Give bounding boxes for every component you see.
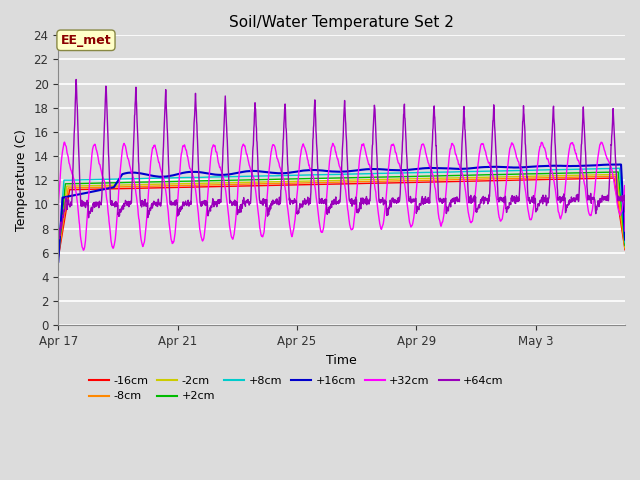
-2cm [604,172,612,178]
+16cm [604,162,612,168]
-8cm [605,173,612,179]
+8cm [621,240,629,246]
+64cm [54,238,62,243]
+64cm [330,196,338,202]
+32cm [605,159,612,165]
+2cm [54,252,62,257]
+8cm [83,177,91,182]
-2cm [621,244,629,250]
+64cm [316,195,323,201]
-16cm [610,175,618,181]
+8cm [604,166,612,171]
+2cm [621,242,629,248]
Line: +8cm: +8cm [58,168,625,252]
+64cm [72,77,80,83]
+2cm [604,169,612,175]
-8cm [54,254,62,260]
+2cm [605,169,612,175]
+16cm [605,162,612,168]
Line: +2cm: +2cm [58,172,625,254]
+32cm [79,247,87,253]
+32cm [84,207,92,213]
-16cm [500,178,508,183]
Line: -16cm: -16cm [58,178,625,258]
-2cm [83,183,91,189]
+16cm [54,259,62,264]
+64cm [605,190,612,195]
+16cm [315,168,323,173]
+16cm [83,190,91,195]
-8cm [612,173,620,179]
+8cm [330,172,338,178]
Line: +16cm: +16cm [58,165,625,262]
Line: -2cm: -2cm [58,174,625,256]
+16cm [616,162,623,168]
+32cm [605,160,613,166]
Title: Soil/Water Temperature Set 2: Soil/Water Temperature Set 2 [229,15,454,30]
-16cm [315,181,323,187]
-16cm [330,181,338,187]
X-axis label: Time: Time [326,354,357,367]
+2cm [315,176,323,181]
+8cm [605,166,612,171]
-16cm [605,175,612,181]
Text: EE_met: EE_met [61,34,111,47]
+2cm [500,171,508,177]
-16cm [604,175,612,181]
-8cm [83,185,91,191]
-2cm [330,178,338,183]
+16cm [500,164,508,170]
+8cm [315,172,323,178]
-8cm [604,173,612,179]
-2cm [315,178,323,184]
+32cm [331,144,339,149]
-8cm [500,176,508,181]
Line: -8cm: -8cm [58,176,625,257]
-8cm [330,180,338,185]
+2cm [330,175,338,181]
-16cm [54,255,62,261]
+16cm [621,237,629,242]
+64cm [621,209,629,215]
+8cm [616,166,623,171]
-2cm [613,171,621,177]
+64cm [605,197,612,203]
+64cm [84,201,92,206]
+16cm [330,168,338,174]
+32cm [621,228,629,234]
-2cm [605,172,612,178]
+64cm [501,199,509,204]
+2cm [614,169,622,175]
+2cm [83,180,91,186]
Line: +32cm: +32cm [58,142,625,250]
+32cm [54,241,62,247]
+8cm [54,250,62,255]
Legend: -16cm, -8cm, -2cm, +2cm, +8cm, +16cm, +32cm, +64cm: -16cm, -8cm, -2cm, +2cm, +8cm, +16cm, +3… [84,372,508,406]
-8cm [621,246,629,252]
+32cm [61,139,68,145]
-8cm [315,180,323,185]
-2cm [54,253,62,259]
-16cm [621,247,629,252]
Line: +64cm: +64cm [58,80,625,240]
-2cm [500,174,508,180]
+32cm [501,192,509,198]
-16cm [83,186,91,192]
Y-axis label: Temperature (C): Temperature (C) [15,129,28,231]
+8cm [500,168,508,174]
+32cm [316,220,323,226]
